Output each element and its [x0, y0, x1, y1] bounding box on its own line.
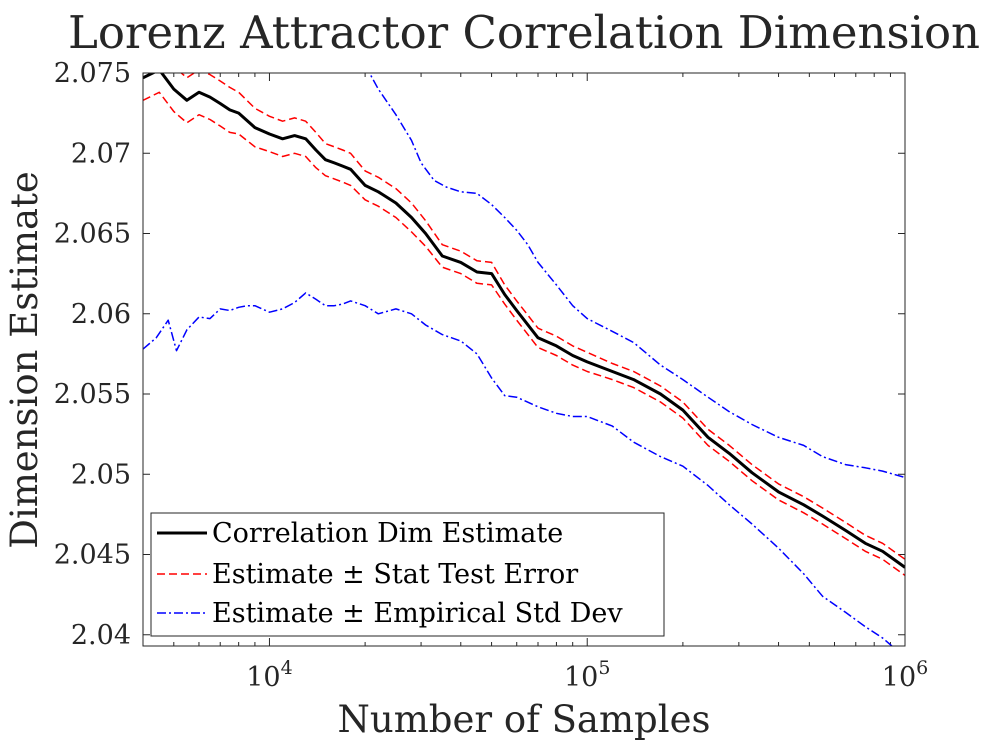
y-axis: 2.04 2.045 2.05 2.055 2.06 2.065 2.07 2.075	[54, 58, 905, 651]
empirical-std-upper-line	[368, 73, 905, 479]
x-axis-label: Number of Samples	[338, 698, 711, 741]
stat-error-upper-line	[180, 73, 905, 560]
x-tick-label: 106	[882, 657, 928, 693]
y-tick-label: 2.05	[71, 459, 131, 490]
estimate-line	[143, 73, 905, 569]
legend-label-empirical-std: Estimate ± Empirical Std Dev	[212, 598, 623, 629]
legend-label-stat-error: Estimate ± Stat Test Error	[212, 559, 578, 590]
x-tick-label: 104	[246, 657, 292, 693]
x-tick-label: 105	[564, 657, 610, 693]
y-tick-label: 2.065	[54, 219, 131, 250]
legend-box	[150, 512, 665, 637]
y-tick-label: 2.075	[54, 58, 131, 89]
y-axis-label: Dimension Estimate	[3, 171, 46, 549]
legend: Correlation Dim Estimate Estimate ± Stat…	[150, 512, 665, 637]
plot-series	[143, 73, 905, 646]
y-tick-label: 2.045	[54, 540, 131, 571]
y-tick-label: 2.04	[71, 620, 131, 651]
legend-label-estimate: Correlation Dim Estimate	[212, 518, 563, 549]
chart-title: Lorenz Attractor Correlation Dimension	[68, 6, 980, 59]
stat-error-lower-line	[143, 91, 905, 577]
y-tick-label: 2.055	[54, 379, 131, 410]
x-axis: 104 105 106	[173, 73, 928, 693]
y-tick-label: 2.07	[71, 138, 131, 169]
y-tick-label: 2.06	[71, 299, 131, 330]
plot-area-frame	[142, 72, 906, 647]
empirical-std-lower-line	[143, 292, 894, 646]
